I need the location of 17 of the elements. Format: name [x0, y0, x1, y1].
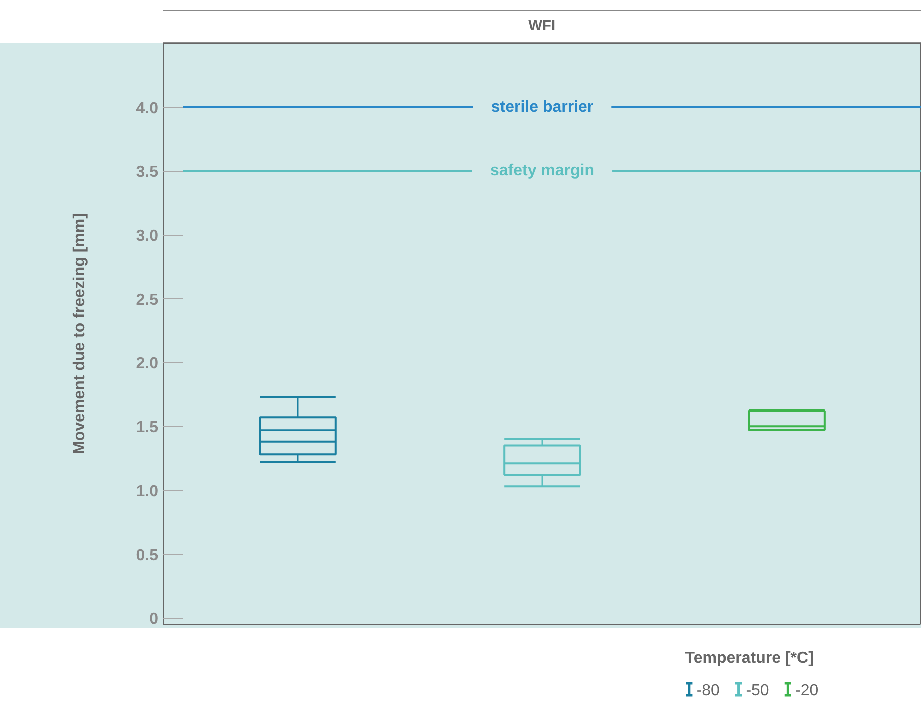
y-tick-label: 4.0 — [136, 100, 159, 118]
legend-label: -50 — [746, 682, 770, 700]
y-axis-title: Movement due to freezing [mm] — [71, 214, 88, 454]
y-tick-label: 3.0 — [136, 228, 159, 246]
legend-label: -20 — [796, 682, 819, 700]
ref-line-label: safety margin — [490, 162, 595, 180]
y-tick-label: 0 — [150, 611, 159, 628]
ref-line-label: sterile barrier — [491, 98, 594, 116]
y-tick-label: 2.5 — [136, 292, 159, 309]
chart-title: WFI — [528, 18, 556, 34]
y-tick-label: 1.5 — [136, 420, 159, 437]
y-tick-label: 0.5 — [136, 547, 159, 564]
y-tick-label: 2.0 — [136, 356, 159, 373]
y-tick-label: 1.0 — [136, 483, 159, 500]
y-tick-label: 3.5 — [136, 164, 159, 182]
legend-title: Temperature [*C] — [685, 650, 814, 667]
legend-label: -80 — [696, 682, 720, 700]
